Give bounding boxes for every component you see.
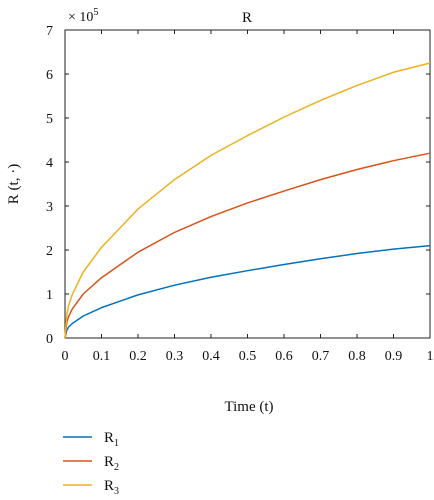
series-line-3 — [64, 62, 431, 339]
legend-label-1: R1 — [104, 430, 119, 449]
x-axis: 0 0.1 0.2 0.3 0.4 0.5 0.6 0.7 0.8 0.9 1 — [62, 30, 434, 364]
series-line-2 — [64, 152, 431, 339]
y-tick-label: 6 — [46, 68, 53, 83]
axis-multiplier-base: × 10 — [68, 10, 93, 25]
y-tick-label: 2 — [46, 244, 53, 259]
axis-multiplier: × 105 — [68, 7, 98, 25]
x-axis-label: Time (t) — [224, 399, 273, 415]
plot-frame — [64, 29, 431, 339]
legend-label-subscript: 3 — [114, 486, 119, 497]
chart-title: R — [242, 10, 252, 26]
legend-label-3: R3 — [104, 478, 119, 497]
y-tick-label: 7 — [46, 24, 53, 39]
series-lines — [64, 62, 431, 339]
plot-area — [64, 29, 431, 339]
series-line-1 — [64, 244, 431, 339]
x-tick-label: 0.5 — [239, 349, 257, 364]
x-tick-label: 0.7 — [312, 349, 330, 364]
y-axis-label: R (t, ·) — [6, 164, 22, 204]
x-tick-label: 0.9 — [385, 349, 403, 364]
legend-label-base: R — [104, 454, 114, 470]
x-tick-label: 1 — [427, 349, 434, 364]
legend-label-base: R — [104, 430, 114, 446]
y-tick-label: 5 — [46, 112, 53, 127]
x-tick-label: 0.2 — [129, 349, 147, 364]
x-tick-label: 0 — [62, 349, 69, 364]
y-axis: 0 1 2 3 4 5 6 7 — [46, 24, 430, 347]
legend-label-subscript: 2 — [114, 462, 119, 473]
axis-multiplier-exponent: 5 — [93, 7, 98, 18]
y-tick-label: 1 — [46, 288, 53, 303]
x-tick-label: 0.4 — [202, 349, 220, 364]
y-tick-label: 4 — [46, 156, 53, 171]
x-tick-label: 0.3 — [166, 349, 184, 364]
x-tick-label: 0.6 — [275, 349, 293, 364]
y-tick-label: 0 — [46, 332, 53, 347]
legend-label-base: R — [104, 478, 114, 494]
legend-label-2: R2 — [104, 454, 119, 473]
legend-label-subscript: 1 — [114, 438, 119, 449]
x-tick-label: 0.1 — [93, 349, 111, 364]
y-tick-label: 3 — [46, 200, 53, 215]
x-tick-label: 0.8 — [348, 349, 366, 364]
